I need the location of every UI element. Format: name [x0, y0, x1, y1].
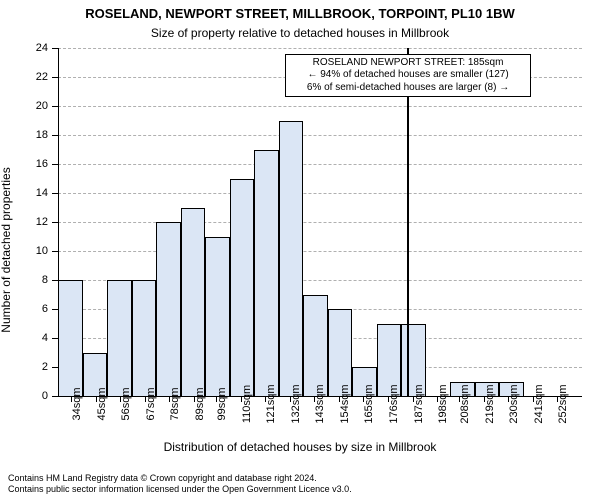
xtick-label: 67sqm [145, 387, 157, 420]
gridline [58, 193, 582, 194]
ytick-label: 24 [36, 42, 48, 54]
histogram-bar [58, 280, 83, 396]
ytick-label: 6 [42, 303, 48, 315]
x-axis-line [58, 396, 582, 397]
xtick-label: 121sqm [265, 384, 277, 423]
annotation-line2: ← 94% of detached houses are smaller (12… [290, 69, 526, 82]
ytick-label: 8 [42, 274, 48, 286]
xtick-label: 78sqm [169, 387, 181, 420]
chart-figure: ROSELAND, NEWPORT STREET, MILLBROOK, TOR… [0, 0, 600, 500]
histogram-bar [205, 237, 230, 397]
histogram-bar [156, 222, 181, 396]
histogram-bar [132, 280, 157, 396]
chart-title-line2: Size of property relative to detached ho… [0, 26, 600, 40]
xtick-label: 34sqm [71, 387, 83, 420]
chart-title-line1: ROSELAND, NEWPORT STREET, MILLBROOK, TOR… [0, 6, 600, 21]
xtick-label: 208sqm [459, 384, 471, 423]
annotation-line1: ROSELAND NEWPORT STREET: 185sqm [290, 57, 526, 70]
xtick-label: 165sqm [363, 384, 375, 423]
xtick-label: 143sqm [314, 384, 326, 423]
subject-property-line [407, 48, 409, 396]
xtick-label: 187sqm [413, 384, 425, 423]
xtick-label: 99sqm [216, 387, 228, 420]
xtick-label: 230sqm [508, 384, 520, 423]
gridline [58, 135, 582, 136]
histogram-bar [107, 280, 132, 396]
gridline [58, 164, 582, 165]
plot-area: 02468101214161820222434sqm45sqm56sqm67sq… [58, 48, 582, 396]
histogram-bar [303, 295, 328, 397]
xtick-label: 198sqm [437, 384, 449, 423]
ytick-label: 12 [36, 216, 48, 228]
xtick-label: 176sqm [388, 384, 400, 423]
xtick-label: 132sqm [290, 384, 302, 423]
ytick-label: 10 [36, 245, 48, 257]
y-axis-label: Number of detached properties [0, 167, 13, 332]
histogram-bar [279, 121, 304, 397]
ytick-label: 2 [42, 361, 48, 373]
xtick-label: 89sqm [194, 387, 206, 420]
xtick-label: 252sqm [557, 384, 569, 423]
gridline [58, 222, 582, 223]
ytick-label: 22 [36, 71, 48, 83]
gridline [58, 106, 582, 107]
ytick-label: 14 [36, 187, 48, 199]
gridline [58, 251, 582, 252]
ytick-label: 18 [36, 129, 48, 141]
xtick-label: 45sqm [96, 387, 108, 420]
x-axis-label: Distribution of detached houses by size … [0, 440, 600, 454]
attribution-line2: Contains public sector information licen… [8, 484, 352, 496]
ytick-label: 16 [36, 158, 48, 170]
histogram-bar [230, 179, 255, 397]
xtick-label: 241sqm [533, 384, 545, 423]
annotation-line3: 6% of semi-detached houses are larger (8… [290, 82, 526, 95]
histogram-bar [181, 208, 206, 397]
histogram-bar [254, 150, 279, 397]
xtick-label: 219sqm [484, 384, 496, 423]
ytick-label: 0 [42, 390, 48, 402]
y-axis-line [58, 48, 59, 396]
attribution-line1: Contains HM Land Registry data © Crown c… [8, 473, 352, 485]
xtick-label: 110sqm [241, 385, 253, 423]
ytick-label: 4 [42, 332, 48, 344]
gridline [58, 48, 582, 49]
attribution-text: Contains HM Land Registry data © Crown c… [8, 473, 352, 496]
ytick-label: 20 [36, 100, 48, 112]
annotation-box: ROSELAND NEWPORT STREET: 185sqm← 94% of … [285, 54, 531, 98]
xtick-label: 154sqm [339, 384, 351, 423]
histogram-bar [328, 309, 353, 396]
xtick-label: 56sqm [120, 387, 132, 420]
